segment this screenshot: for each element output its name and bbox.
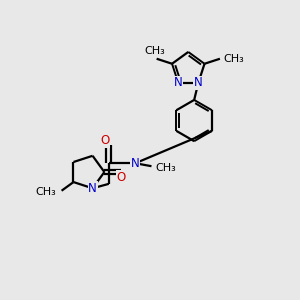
Text: CH₃: CH₃: [224, 54, 244, 64]
Text: N: N: [174, 76, 183, 89]
Text: O: O: [100, 134, 110, 147]
Text: N: N: [131, 157, 140, 170]
Text: CH₃: CH₃: [35, 187, 56, 197]
Text: O: O: [116, 171, 126, 184]
Text: CH₃: CH₃: [145, 46, 166, 56]
Text: N: N: [194, 76, 203, 89]
Text: N: N: [88, 182, 97, 195]
Text: CH₃: CH₃: [155, 163, 176, 173]
